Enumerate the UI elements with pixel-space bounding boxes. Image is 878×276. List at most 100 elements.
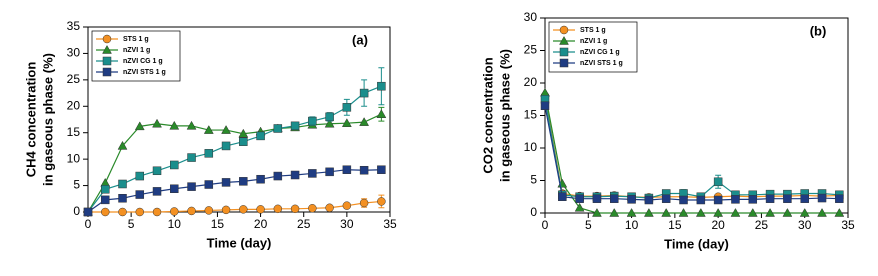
marker (203, 125, 214, 134)
marker (713, 177, 723, 187)
marker (359, 117, 370, 126)
y-tick-label: 30 (524, 10, 538, 24)
legend-label: nZVI STS 1 g (123, 69, 166, 76)
series-line (88, 200, 382, 213)
marker (592, 207, 602, 217)
x-axis-label: Time (day) (664, 236, 729, 251)
marker (187, 153, 196, 162)
marker (341, 118, 352, 127)
marker (101, 185, 110, 194)
y-tick-label: 0 (73, 204, 80, 218)
marker (170, 184, 179, 193)
marker (290, 170, 300, 180)
marker (221, 178, 231, 187)
marker (661, 194, 671, 203)
legend-label: nZVI CG 1 g (123, 58, 163, 65)
y-axis-label: CO2 concentration (480, 57, 495, 173)
marker (256, 131, 265, 141)
y-tick-label: 25 (67, 72, 81, 86)
marker (170, 207, 179, 216)
marker (204, 180, 214, 189)
x-tick-label: 35 (841, 218, 855, 232)
marker (273, 171, 283, 181)
marker (324, 118, 335, 128)
legend-marker (559, 25, 569, 35)
marker (290, 204, 300, 214)
marker (678, 207, 689, 217)
marker (170, 160, 179, 170)
legend-marker (102, 56, 112, 66)
marker (748, 195, 758, 204)
x-tick-label: 20 (254, 217, 268, 231)
marker (817, 193, 827, 203)
marker (540, 101, 550, 110)
marker (713, 195, 723, 205)
marker (558, 192, 567, 201)
marker (575, 194, 584, 203)
marker (308, 116, 317, 126)
marker (799, 207, 810, 217)
legend-marker (102, 67, 112, 77)
series-line (544, 95, 840, 199)
y-axis-label: in gaseous phase (%) (497, 49, 512, 182)
marker (765, 207, 776, 217)
marker (204, 206, 214, 215)
y-axis-label: CH4 concentration (23, 62, 38, 178)
marker (377, 197, 386, 206)
marker (661, 207, 672, 217)
x-tick-label: 20 (711, 218, 725, 232)
marker (221, 141, 231, 151)
marker (342, 201, 352, 210)
legend-marker (559, 58, 569, 68)
marker (609, 207, 620, 217)
marker (118, 207, 127, 217)
marker (101, 207, 110, 217)
marker (592, 194, 602, 203)
marker (152, 187, 162, 196)
y-axis-label: in gaseous phase (%) (40, 53, 55, 186)
marker (273, 124, 283, 133)
marker (101, 195, 110, 205)
marker (135, 190, 145, 199)
marker (83, 207, 93, 217)
y-tick-label: 20 (67, 98, 81, 112)
marker (627, 195, 636, 204)
marker (221, 125, 231, 134)
marker (290, 121, 300, 131)
y-tick-label: 10 (524, 140, 538, 154)
y-tick-label: 20 (524, 75, 538, 89)
marker (187, 182, 196, 191)
marker (204, 149, 214, 158)
legend-marker (559, 35, 569, 45)
series-line (87, 113, 382, 213)
legend-label: nZVI CG 1 g (580, 49, 620, 56)
x-tick-label: 10 (625, 218, 639, 232)
marker (239, 205, 248, 214)
y-tick-label: 5 (530, 173, 537, 187)
marker (800, 194, 809, 203)
marker (239, 137, 248, 146)
x-tick-label: 15 (668, 218, 682, 232)
marker (342, 165, 352, 174)
marker (152, 166, 162, 176)
x-tick-label: 25 (297, 217, 311, 231)
marker (221, 205, 231, 215)
y-tick-label: 5 (73, 178, 80, 192)
y-tick-label: 15 (524, 108, 538, 122)
marker (118, 194, 127, 203)
marker (152, 118, 162, 128)
series-line (87, 85, 382, 213)
marker (610, 194, 619, 203)
marker (695, 207, 706, 217)
y-tick-label: 10 (67, 151, 81, 165)
marker (626, 207, 637, 217)
legend-marker (102, 34, 112, 44)
marker (135, 207, 145, 217)
marker (308, 169, 317, 178)
legend-label: STS 1 g (580, 27, 606, 34)
marker (325, 167, 334, 177)
marker (359, 198, 369, 208)
marker (117, 140, 128, 150)
marker (342, 103, 352, 112)
marker (325, 112, 334, 122)
